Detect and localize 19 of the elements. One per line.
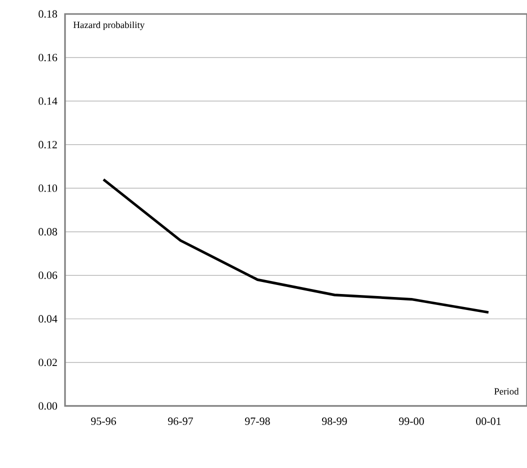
- y-tick-label: 0.18: [38, 10, 58, 18]
- line-series: [102, 178, 490, 314]
- x-tick-label: 96-97: [168, 418, 194, 425]
- y-tick-label: 0.10: [38, 184, 58, 192]
- x-tick-label: 00-01: [476, 418, 501, 425]
- y-tick-label: 0.04: [38, 315, 58, 323]
- y-axis-title: Hazard probability: [73, 21, 145, 30]
- y-tick-label: 0.02: [38, 358, 57, 366]
- x-tick-label: 97-98: [245, 418, 270, 425]
- x-tick-label: 98-99: [322, 418, 347, 425]
- y-tick-label: 0.12: [38, 140, 57, 148]
- x-tick-label: 95-96: [91, 418, 116, 425]
- y-tick-label: 0.08: [38, 228, 58, 236]
- y-tick-label: 0.00: [38, 402, 58, 410]
- x-tick-label: 99-00: [399, 418, 424, 425]
- y-tick-label: 0.14: [38, 97, 58, 105]
- y-tick-label: 0.16: [38, 54, 58, 62]
- x-axis-title: Period: [494, 388, 519, 395]
- y-tick-label: 0.06: [38, 272, 58, 280]
